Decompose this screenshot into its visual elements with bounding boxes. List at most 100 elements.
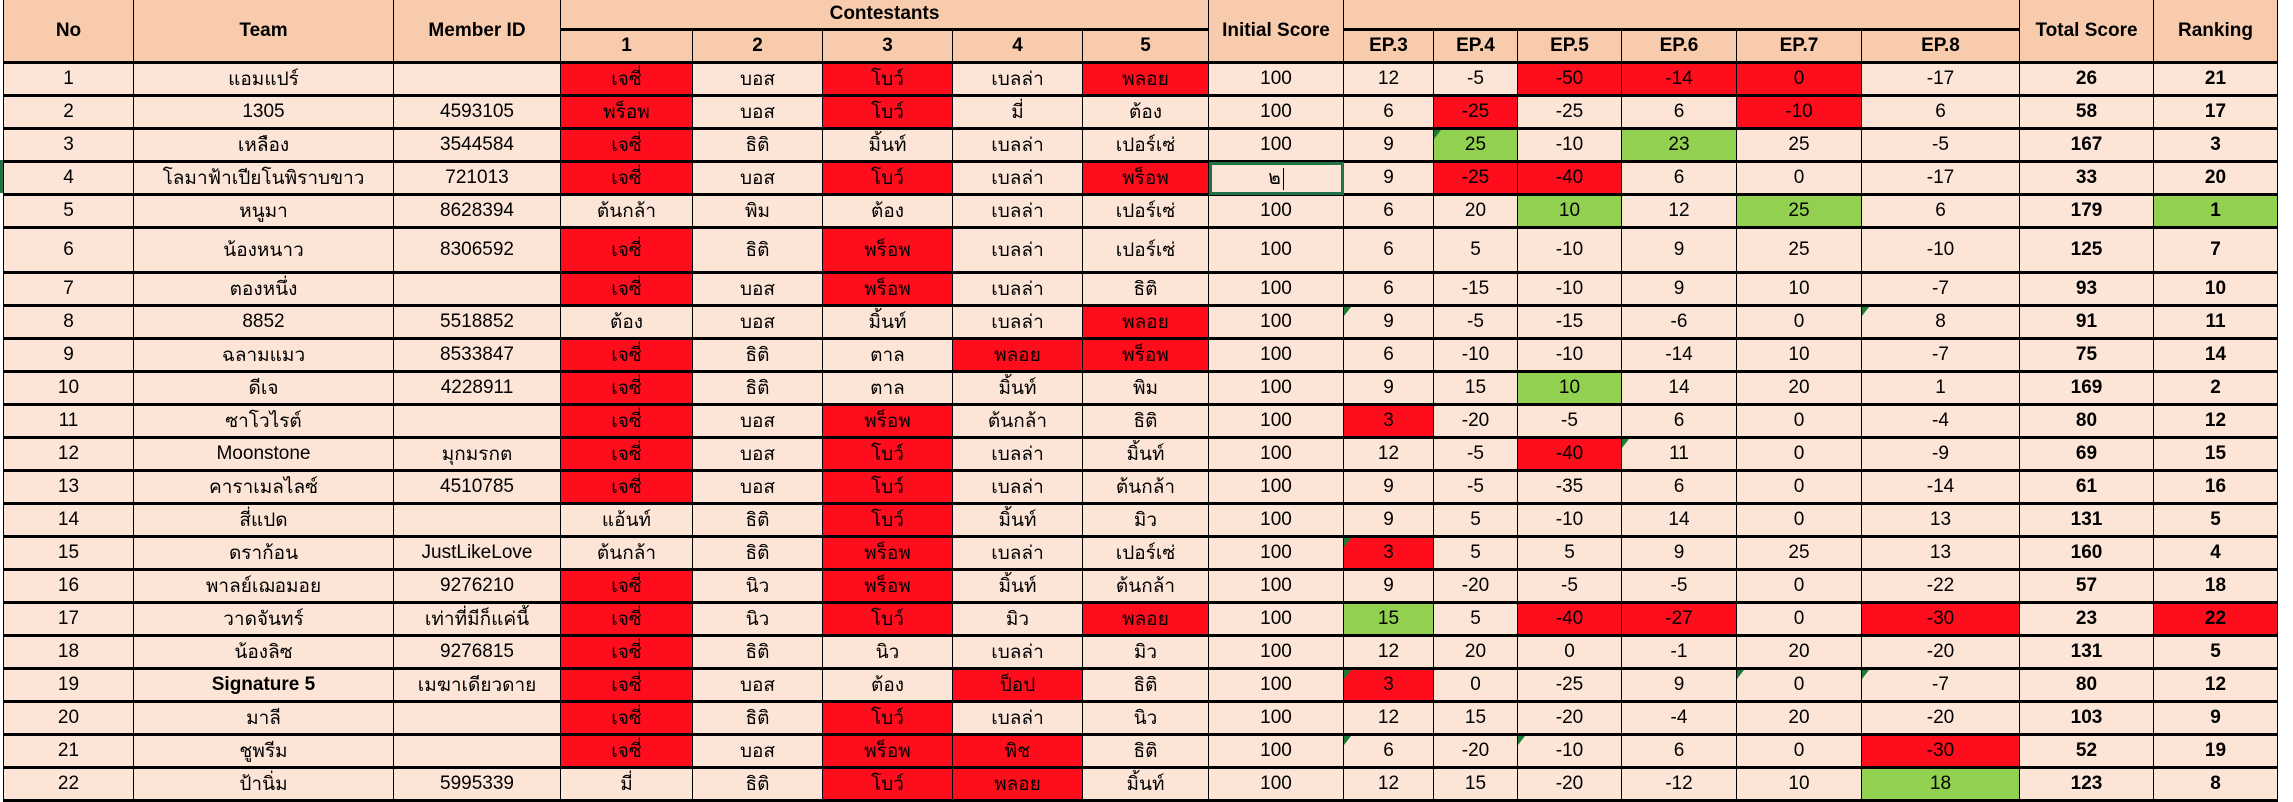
cell-contestant-5[interactable]: มิ้นท์ (1082, 436, 1209, 472)
cell-ranking[interactable]: 16 (2153, 469, 2278, 505)
cell-ep-5[interactable]: -35 (1517, 469, 1622, 505)
cell-ep-8[interactable]: -5 (1861, 127, 2020, 163)
cell-contestant-2[interactable]: บอส (692, 61, 823, 97)
cell-contestant-3[interactable]: ตาล (822, 370, 953, 406)
cell-ep-8[interactable]: -4 (1861, 403, 2020, 439)
cell-no[interactable]: 4 (3, 160, 134, 196)
cell-team[interactable]: 8852 (133, 304, 394, 340)
cell-contestant-5[interactable]: เปอร์เซ่ (1082, 535, 1209, 571)
cell-initial-score[interactable]: 100 (1208, 469, 1344, 505)
cell-ep-4[interactable]: -5 (1433, 436, 1518, 472)
header-episodes-group[interactable] (1343, 0, 2020, 31)
cell-total-score[interactable]: 131 (2019, 502, 2154, 538)
cell-member-id[interactable]: 5995339 (393, 766, 561, 802)
cell-member-id[interactable] (393, 502, 561, 538)
cell-contestant-2[interactable]: บอส (692, 436, 823, 472)
cell-contestant-1[interactable]: ต้อง (560, 304, 693, 340)
cell-initial-score[interactable]: 100 (1208, 634, 1344, 670)
cell-ep-3[interactable]: 12 (1343, 700, 1434, 736)
cell-contestant-3[interactable]: ต้อง (822, 193, 953, 229)
cell-ep-6[interactable]: 6 (1621, 94, 1737, 130)
cell-total-score[interactable]: 80 (2019, 667, 2154, 703)
cell-contestant-2[interactable]: บอส (692, 403, 823, 439)
cell-ep-3[interactable]: 6 (1343, 193, 1434, 229)
cell-ep-5[interactable]: 0 (1517, 634, 1622, 670)
cell-ep-7[interactable]: 25 (1736, 193, 1862, 229)
cell-no[interactable]: 8 (3, 304, 134, 340)
cell-contestant-5[interactable]: เปอร์เซ่ (1082, 226, 1209, 274)
cell-contestant-3[interactable]: โบว์ (822, 61, 953, 97)
cell-ep-6[interactable]: -4 (1621, 700, 1737, 736)
cell-ep-4[interactable]: 5 (1433, 535, 1518, 571)
cell-contestant-3[interactable]: โบว์ (822, 436, 953, 472)
cell-member-id[interactable]: 3544584 (393, 127, 561, 163)
cell-contestant-5[interactable]: พร็อพ (1082, 337, 1209, 373)
cell-ep-3[interactable]: 9 (1343, 568, 1434, 604)
cell-contestant-5[interactable]: ต้นกล้า (1082, 568, 1209, 604)
cell-total-score[interactable]: 93 (2019, 271, 2154, 307)
cell-contestant-3[interactable]: พร็อพ (822, 568, 953, 604)
cell-ep-4[interactable]: -25 (1433, 94, 1518, 130)
cell-contestant-4[interactable]: เบลล่า (952, 535, 1083, 571)
cell-contestant-1[interactable]: เจซี่ (560, 337, 693, 373)
cell-initial-score[interactable]: 100 (1208, 502, 1344, 538)
cell-no[interactable]: 22 (3, 766, 134, 802)
header-ep-3[interactable]: EP.3 (1343, 28, 1434, 64)
cell-ranking[interactable]: 14 (2153, 337, 2278, 373)
cell-contestant-5[interactable]: ต้อง (1082, 94, 1209, 130)
cell-ranking[interactable]: 20 (2153, 160, 2278, 196)
cell-ep-7[interactable]: 0 (1736, 403, 1862, 439)
cell-contestant-5[interactable]: ธิติ (1082, 733, 1209, 769)
cell-ep-4[interactable]: 5 (1433, 226, 1518, 274)
header-team[interactable]: Team (133, 0, 394, 64)
cell-team[interactable]: ฉลามแมว (133, 337, 394, 373)
cell-ep-7[interactable]: 10 (1736, 766, 1862, 802)
cell-ep-8[interactable]: 13 (1861, 535, 2020, 571)
cell-total-score[interactable]: 23 (2019, 601, 2154, 637)
cell-ep-4[interactable]: -10 (1433, 337, 1518, 373)
cell-no[interactable]: 15 (3, 535, 134, 571)
cell-ep-3[interactable]: 12 (1343, 634, 1434, 670)
header-ep-6[interactable]: EP.6 (1621, 28, 1737, 64)
cell-contestant-3[interactable]: พร็อพ (822, 535, 953, 571)
cell-total-score[interactable]: 75 (2019, 337, 2154, 373)
cell-contestant-1[interactable]: เจซี่ (560, 667, 693, 703)
header-contestant-5[interactable]: 5 (1082, 28, 1209, 64)
cell-initial-score[interactable]: 100 (1208, 733, 1344, 769)
cell-contestant-3[interactable]: โบว์ (822, 94, 953, 130)
cell-ep-4[interactable]: 5 (1433, 502, 1518, 538)
cell-contestant-4[interactable]: ต้นกล้า (952, 403, 1083, 439)
cell-ep-5[interactable]: -40 (1517, 436, 1622, 472)
cell-ep-8[interactable]: -30 (1861, 601, 2020, 637)
cell-member-id[interactable]: 5518852 (393, 304, 561, 340)
cell-ep-7[interactable]: 25 (1736, 535, 1862, 571)
cell-ep-4[interactable]: 20 (1433, 634, 1518, 670)
cell-contestant-4[interactable]: มิว (952, 601, 1083, 637)
cell-ep-5[interactable]: -10 (1517, 127, 1622, 163)
cell-ep-7[interactable]: 10 (1736, 337, 1862, 373)
cell-ranking[interactable]: 4 (2153, 535, 2278, 571)
cell-initial-score[interactable]: 100 (1208, 370, 1344, 406)
cell-contestant-5[interactable]: พลอย (1082, 304, 1209, 340)
cell-ep-7[interactable]: 0 (1736, 436, 1862, 472)
cell-no[interactable]: 9 (3, 337, 134, 373)
cell-contestant-1[interactable]: เจซี่ (560, 370, 693, 406)
cell-ep-3[interactable]: 9 (1343, 127, 1434, 163)
cell-contestant-4[interactable]: พลอย (952, 766, 1083, 802)
cell-contestant-3[interactable]: นิว (822, 634, 953, 670)
cell-total-score[interactable]: 33 (2019, 160, 2154, 196)
cell-ep-5[interactable]: 5 (1517, 535, 1622, 571)
cell-team[interactable]: ป้านิ่ม (133, 766, 394, 802)
cell-contestant-5[interactable]: ต้นกล้า (1082, 469, 1209, 505)
cell-ep-3[interactable]: 3 (1343, 403, 1434, 439)
cell-ep-5[interactable]: -40 (1517, 601, 1622, 637)
cell-total-score[interactable]: 58 (2019, 94, 2154, 130)
cell-contestant-1[interactable]: ต้นกล้า (560, 535, 693, 571)
cell-contestant-4[interactable]: เบลล่า (952, 226, 1083, 274)
cell-team[interactable]: เหลือง (133, 127, 394, 163)
cell-ep-6[interactable]: 9 (1621, 271, 1737, 307)
cell-member-id[interactable]: เท่าที่มีก็แค่นี้ (393, 601, 561, 637)
cell-contestant-1[interactable]: เจซี่ (560, 436, 693, 472)
cell-ranking[interactable]: 12 (2153, 403, 2278, 439)
cell-contestant-2[interactable]: ธิติ (692, 337, 823, 373)
